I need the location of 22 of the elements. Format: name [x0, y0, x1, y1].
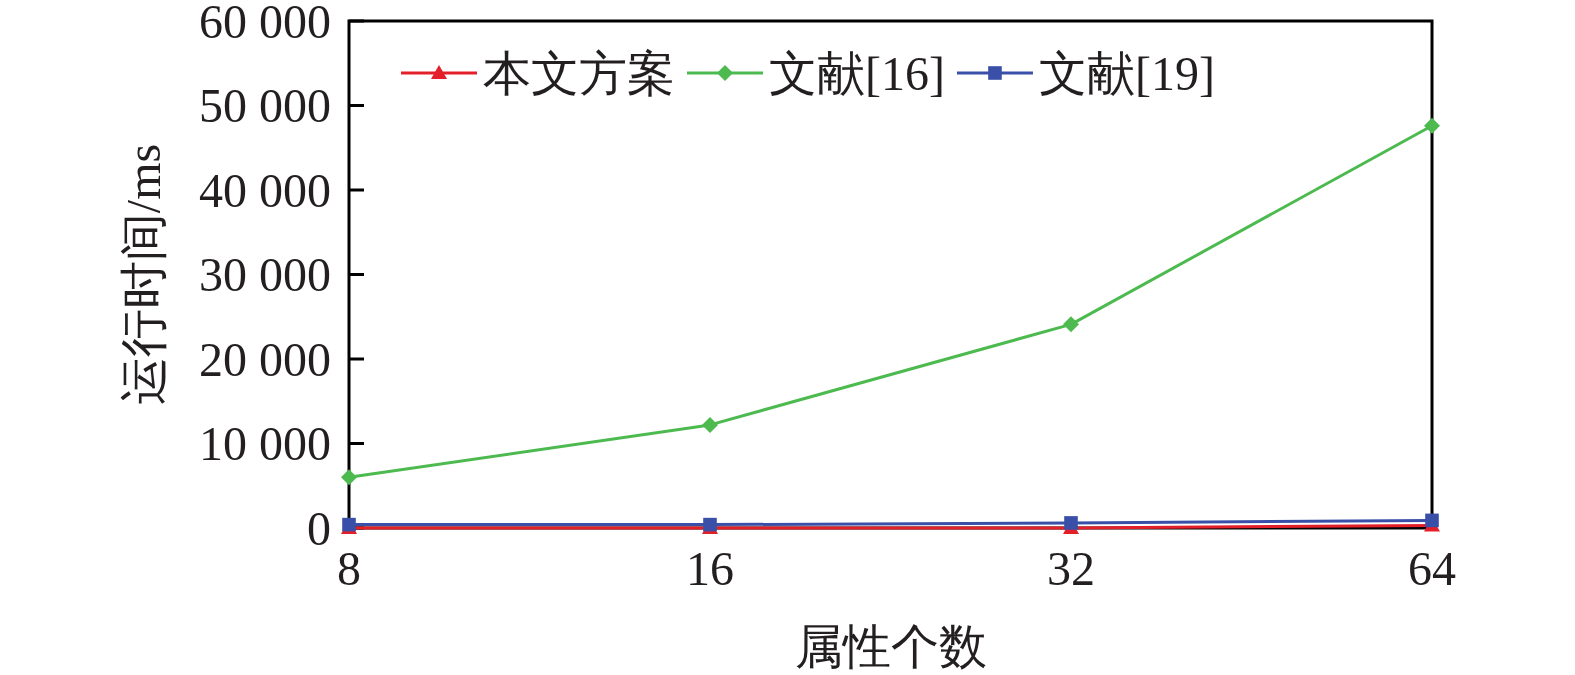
x-tick-label: 8 [337, 541, 361, 595]
x-tick-label: 64 [1408, 541, 1456, 595]
legend-label: 本文方案 [483, 46, 675, 100]
point [1063, 316, 1079, 333]
y-tick-label: 20 000 [199, 332, 331, 386]
y-tick-label: 60 000 [199, 0, 331, 48]
x-tick-label: 32 [1047, 541, 1095, 595]
point [1425, 513, 1439, 528]
point [1424, 117, 1440, 134]
y-axis-title: 运行时间/ms [116, 143, 170, 406]
legend-label: 文献[19] [1038, 46, 1215, 100]
y-tick-label: 50 000 [199, 79, 331, 132]
y-tick-label: 0 [307, 501, 331, 555]
x-axis-title: 属性个数 [794, 619, 987, 673]
point [702, 416, 718, 433]
point [1064, 516, 1078, 530]
x-tick-label: 16 [686, 541, 734, 595]
y-tick-label: 40 000 [199, 163, 331, 217]
point [341, 469, 357, 486]
legend-label: 文献[16] [769, 46, 945, 100]
y-tick-label: 30 000 [199, 248, 331, 301]
y-tick-label: 10 000 [199, 417, 331, 470]
